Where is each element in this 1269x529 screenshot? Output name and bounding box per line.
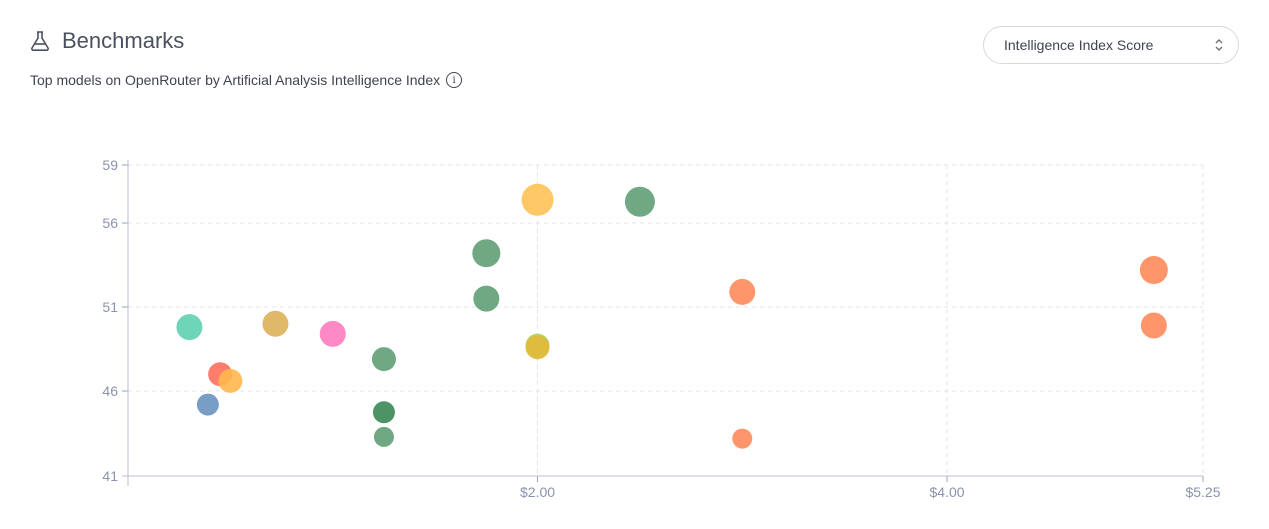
x-tick-label: $5.25 [1185,484,1220,500]
x-tick-label: $2.00 [520,484,555,500]
subtitle: Top models on OpenRouter by Artificial A… [30,72,463,88]
data-point[interactable] [372,401,395,424]
section-header: Benchmarks [28,28,184,54]
metric-select[interactable]: Intelligence Index Score [983,26,1239,64]
data-point[interactable] [473,285,500,312]
flask-icon [31,31,49,51]
subtitle-text: Top models on OpenRouter by Artificial A… [30,72,441,88]
data-point[interactable] [525,335,550,360]
y-tick-label: 41 [102,468,118,484]
data-point[interactable] [521,183,554,216]
data-point[interactable] [262,310,289,337]
data-point[interactable] [319,320,346,347]
data-point[interactable] [732,428,753,449]
data-point[interactable] [373,426,394,447]
x-tick-label: $4.00 [930,484,965,500]
data-point[interactable] [624,186,655,217]
chevron-up-down-icon [1215,39,1223,51]
y-tick-label: 59 [102,157,118,173]
y-tick-label: 51 [102,299,118,315]
data-point[interactable] [371,347,396,372]
data-point[interactable] [218,368,243,393]
data-point[interactable] [1140,312,1167,339]
info-icon[interactable]: i [446,72,463,88]
data-point[interactable] [472,239,501,268]
y-tick-label: 56 [102,215,118,231]
page-title: Benchmarks [62,28,185,53]
y-tick-label: 46 [102,383,118,399]
data-point[interactable] [1139,256,1168,285]
metric-select-value: Intelligence Index Score [1004,37,1154,53]
data-point[interactable] [729,278,756,305]
data-point[interactable] [196,393,219,416]
data-point[interactable] [176,314,203,341]
